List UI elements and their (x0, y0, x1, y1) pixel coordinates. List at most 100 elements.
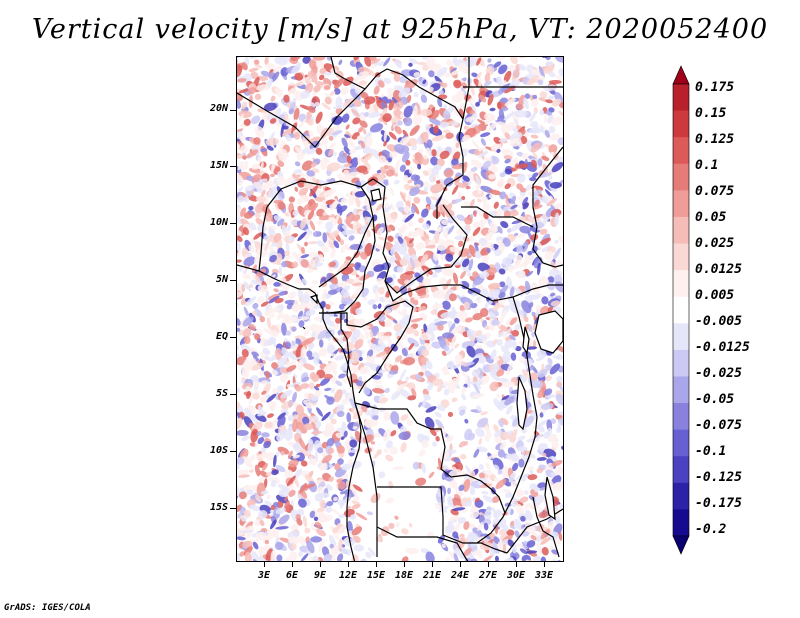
field-blob (458, 240, 464, 248)
colorbar-label: -0.125 (695, 470, 742, 485)
field-blob (237, 250, 241, 260)
field-blob (442, 335, 450, 346)
field-blob (481, 254, 489, 263)
field-blob (526, 78, 536, 86)
field-blob (304, 241, 308, 247)
field-blob (507, 265, 514, 273)
field-blob (294, 161, 301, 167)
field-blob (451, 326, 462, 334)
field-blob (497, 178, 505, 188)
field-blob (487, 94, 494, 106)
field-blob (317, 220, 323, 226)
field-blob (310, 536, 322, 543)
field-blob (514, 109, 528, 118)
field-blob (548, 315, 556, 322)
field-blob (480, 490, 489, 495)
colorbar-label: -0.05 (695, 392, 735, 407)
field-blob (496, 393, 500, 399)
lat-tick (230, 508, 236, 509)
colorbar-segment (673, 216, 689, 245)
field-blob (366, 511, 374, 516)
colorbar-label: 0.0125 (695, 262, 742, 277)
field-blob (248, 57, 259, 59)
field-blob (364, 259, 368, 267)
field-blob (463, 301, 470, 311)
field-blob (513, 232, 519, 237)
field-blob (304, 527, 311, 534)
field-blob (408, 58, 418, 65)
field-blob (496, 148, 501, 153)
field-blob (463, 201, 477, 209)
field-blob (315, 111, 323, 124)
colorbar-label: 0.125 (695, 132, 735, 147)
field-blob (248, 94, 253, 109)
field-blob (493, 61, 502, 68)
lat-tick (230, 394, 236, 395)
field-blob (480, 138, 487, 146)
field-blob (261, 432, 270, 438)
lat-label: 15S (209, 502, 228, 513)
field-blob (471, 159, 483, 168)
field-blob (371, 460, 376, 468)
field-blob (493, 136, 502, 144)
field-blob (503, 70, 512, 83)
field-blob (304, 325, 309, 330)
field-blob (370, 492, 381, 503)
field-blob (486, 247, 491, 254)
field-blob (467, 97, 476, 104)
field-blob (237, 464, 240, 470)
field-blob (415, 477, 427, 486)
field-blob (311, 430, 322, 435)
field-blob (498, 64, 508, 75)
field-blob (538, 97, 548, 102)
field-blob (476, 198, 482, 203)
field-blob (489, 381, 499, 392)
field-blob (482, 160, 492, 169)
lon-label: 9E (313, 570, 327, 581)
field-blob (428, 471, 435, 479)
field-blob (488, 189, 502, 196)
field-blob (503, 112, 515, 121)
field-blob (496, 76, 503, 86)
field-blob (532, 323, 538, 331)
field-blob (393, 179, 400, 185)
field-blob (435, 436, 440, 442)
field-blob (364, 330, 370, 340)
field-blob (475, 183, 480, 190)
field-blob (266, 494, 271, 500)
field-blob (518, 64, 527, 71)
field-blob (557, 137, 563, 146)
field-blob (498, 57, 506, 60)
field-blob (515, 163, 529, 169)
field-blob (497, 226, 503, 234)
field-blob (504, 85, 516, 94)
field-blob (498, 138, 508, 143)
field-blob (413, 330, 420, 337)
field-blob (394, 515, 399, 520)
field-blob (460, 454, 467, 460)
lon-tick (516, 562, 517, 567)
field-blob (515, 103, 524, 110)
field-blob (355, 512, 368, 521)
field-blob (278, 265, 283, 277)
field-blob (326, 57, 332, 61)
lat-label: 15N (209, 160, 228, 171)
lat-tick (230, 166, 236, 167)
colorbar-label: -0.0125 (695, 340, 750, 355)
field-blob (472, 227, 481, 237)
map-panel (236, 56, 564, 562)
field-blob (248, 244, 255, 253)
field-blob (515, 254, 523, 263)
field-blob (254, 93, 262, 101)
lat-label: EQ (215, 331, 228, 342)
field-blob (545, 110, 553, 116)
field-blob (309, 57, 321, 59)
field-blob (338, 59, 343, 66)
field-blob (538, 65, 545, 79)
lon-label: 18E (394, 570, 414, 581)
field-blob (556, 353, 563, 360)
field-blob (529, 111, 537, 123)
colorbar-label: -0.1 (695, 444, 727, 459)
field-blob (514, 530, 520, 539)
field-blob (264, 57, 269, 66)
